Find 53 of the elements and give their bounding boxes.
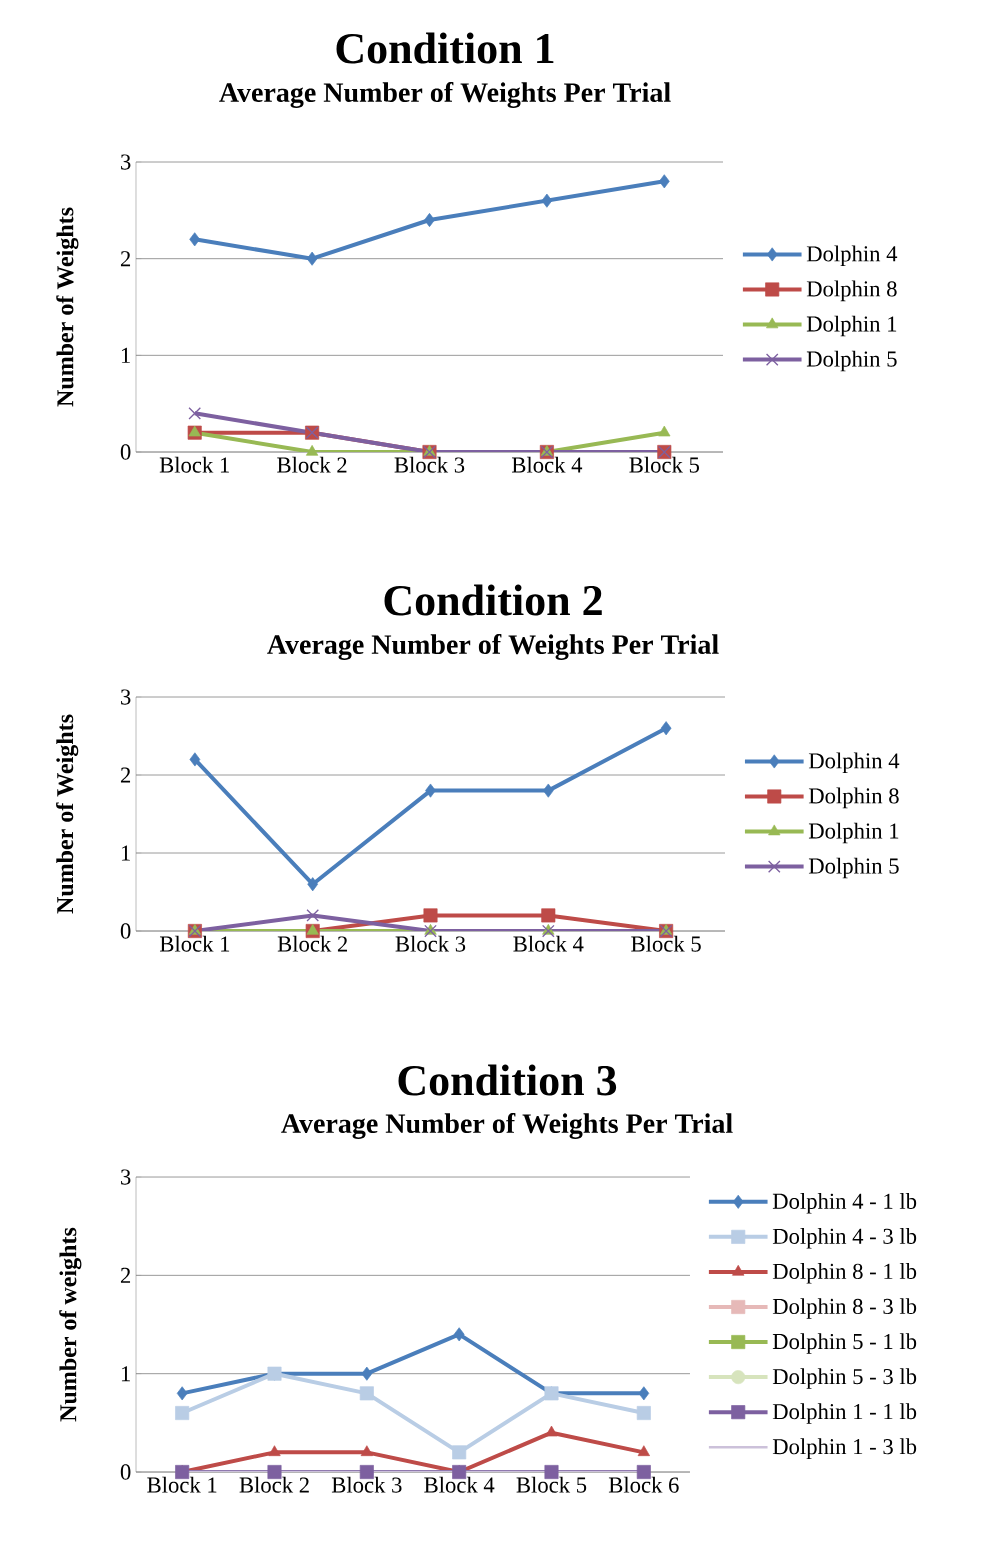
y-axis-title: Number of weights bbox=[59, 1227, 82, 1422]
y-tick-label: 2 bbox=[120, 251, 131, 267]
legend-label: Dolphin 8 bbox=[808, 787, 899, 809]
legend-label: Dolphin 1 bbox=[808, 822, 899, 844]
chart-title: Condition 2 bbox=[384, 584, 602, 616]
x-tick-label: Block 3 bbox=[331, 1476, 402, 1493]
y-tick-label: 0 bbox=[120, 1464, 131, 1480]
y-tick-label: 0 bbox=[120, 444, 131, 460]
x-tick-label: Block 2 bbox=[277, 456, 347, 473]
legend-label: Dolphin 5 - 1 lb bbox=[772, 1333, 917, 1354]
x-tick-label: Block 1 bbox=[147, 1476, 217, 1493]
legend-label: Dolphin 8 - 1 lb bbox=[772, 1263, 917, 1284]
chart-title: Condition 1 bbox=[336, 32, 554, 64]
x-tick-label: Block 5 bbox=[631, 935, 701, 952]
y-tick-label: 1 bbox=[121, 347, 130, 363]
x-tick-label: Block 2 bbox=[239, 1476, 309, 1493]
y-tick-label: 3 bbox=[121, 1169, 131, 1185]
legend-label: Dolphin 5 bbox=[808, 857, 899, 879]
y-axis-title: Number of Weights bbox=[56, 207, 79, 407]
x-tick-label: Block 4 bbox=[511, 456, 583, 473]
y-tick-label: 2 bbox=[120, 1267, 131, 1283]
legend-label: Dolphin 4 bbox=[808, 752, 900, 774]
legend-label: Dolphin 5 - 3 lb bbox=[772, 1368, 917, 1389]
y-tick-label: 1 bbox=[121, 845, 130, 861]
legend-label: Dolphin 1 bbox=[806, 315, 897, 337]
y-tick-label: 3 bbox=[121, 689, 131, 705]
x-tick-label: Block 4 bbox=[424, 1476, 495, 1493]
legend-label: Dolphin 4 - 3 lb bbox=[772, 1228, 917, 1249]
legend-label: Dolphin 1 - 1 lb bbox=[772, 1403, 917, 1424]
x-tick-label: Block 3 bbox=[395, 935, 466, 952]
x-tick-label: Block 5 bbox=[516, 1476, 587, 1493]
x-tick-label: Block 2 bbox=[277, 935, 348, 952]
legend-label: Dolphin 1 - 3 lb bbox=[772, 1438, 917, 1459]
y-tick-label: 3 bbox=[121, 154, 131, 170]
chart-subtitle: Average Number of Weights Per Trial bbox=[281, 1113, 733, 1139]
chart-subtitle: Average Number of Weights Per Trial bbox=[267, 634, 719, 660]
x-tick-label: Block 6 bbox=[608, 1476, 679, 1493]
chart-title: Condition 3 bbox=[398, 1064, 617, 1096]
y-tick-label: 1 bbox=[121, 1366, 130, 1382]
x-tick-label: Block 5 bbox=[629, 456, 699, 473]
legend-label: Dolphin 8 bbox=[806, 280, 897, 302]
x-tick-label: Block 1 bbox=[159, 935, 230, 952]
legend-label: Dolphin 5 bbox=[806, 350, 897, 372]
legend-label: Dolphin 8 - 3 lb bbox=[772, 1298, 917, 1319]
y-axis-title: Number of Weights bbox=[56, 714, 79, 914]
y-tick-label: 0 bbox=[120, 923, 131, 939]
x-tick-label: Block 3 bbox=[394, 456, 465, 473]
legend-label: Dolphin 4 - 1 lb bbox=[772, 1192, 917, 1214]
legend-label: Dolphin 4 bbox=[806, 245, 898, 267]
x-tick-label: Block 4 bbox=[513, 935, 584, 952]
chart-subtitle: Average Number of Weights Per Trial bbox=[219, 82, 671, 108]
x-tick-label: Block 1 bbox=[159, 456, 229, 473]
y-tick-label: 2 bbox=[120, 767, 131, 783]
